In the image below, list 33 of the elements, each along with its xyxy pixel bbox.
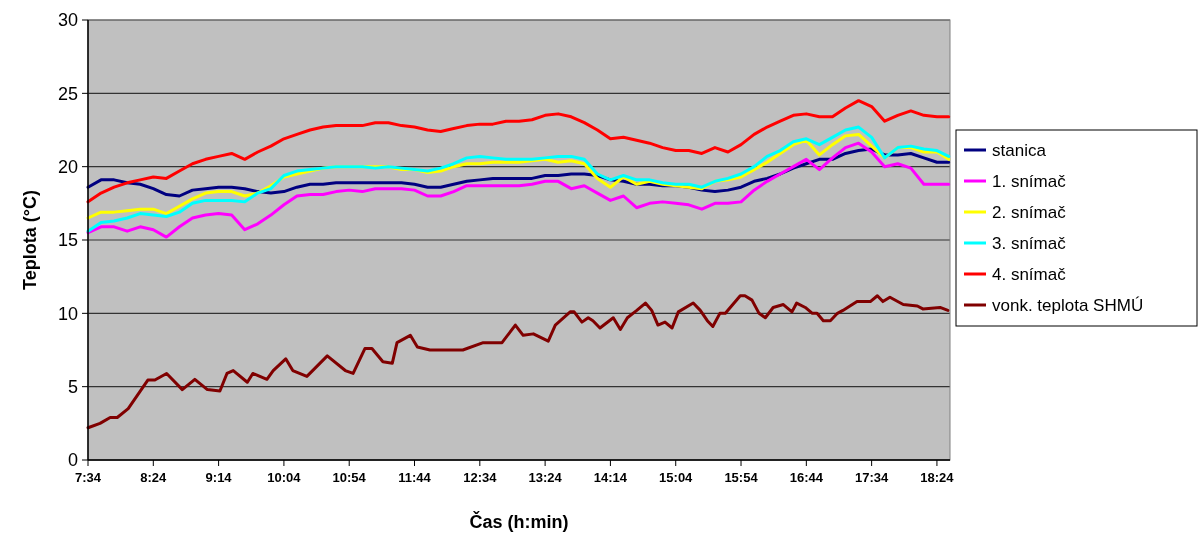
x-tick-label: 8:24	[140, 470, 168, 485]
y-axis-title: Teplota (°C)	[20, 190, 40, 290]
y-tick-label: 0	[67, 450, 78, 471]
x-tick-label: 13:24	[528, 470, 563, 485]
x-tick-label: 18:24	[920, 470, 955, 485]
x-tick-label: 12:34	[463, 470, 498, 485]
legend-label: 4. snímač	[992, 264, 1067, 284]
x-tick-label: 15:54	[724, 470, 759, 485]
line-series	[86, 99, 951, 204]
y-tick-label: 20	[57, 156, 78, 177]
x-tick-label: 14:14	[593, 470, 628, 485]
line-series	[86, 125, 951, 233]
x-tick-label: 17:34	[855, 470, 890, 485]
line-series	[86, 141, 951, 239]
x-tick-label: 15:04	[659, 470, 694, 485]
line-series	[86, 294, 950, 430]
x-tick-label: 7:34	[74, 470, 102, 485]
x-axis-title: Čas (h:min)	[469, 511, 569, 532]
x-tick-label: 10:04	[267, 470, 302, 485]
y-tick-label: 30	[57, 10, 78, 31]
y-tick-label: 15	[57, 230, 78, 251]
y-tick-label: 5	[67, 376, 78, 397]
y-tick-label: 25	[57, 83, 78, 104]
legend-label: stanica	[992, 140, 1047, 160]
x-tick-label: 9:14	[205, 470, 233, 485]
legend-label: 3. snímač	[992, 233, 1067, 253]
x-tick-label: 11:44	[398, 470, 432, 485]
legend-label: 2. snímač	[992, 202, 1067, 222]
x-tick-label: 16:44	[789, 470, 824, 485]
legend-label: vonk. teplota SHMÚ	[992, 295, 1144, 315]
x-tick-label: 10:54	[332, 470, 367, 485]
legend-label: 1. snímač	[992, 171, 1067, 191]
y-tick-label: 10	[57, 303, 78, 324]
